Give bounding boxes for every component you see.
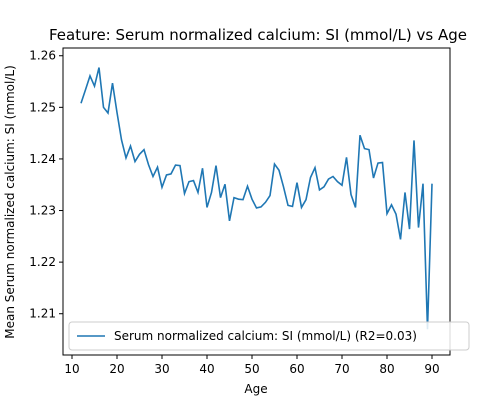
series-line	[80, 67, 433, 330]
x-axis-label: Age	[244, 382, 267, 396]
legend: Serum normalized calcium: SI (mmol/L) (R…	[68, 321, 470, 351]
y-tick-label: 1.21	[29, 307, 56, 321]
y-tick-label: 1.22	[29, 255, 56, 269]
plot-frame	[62, 47, 451, 356]
x-tick-label: 40	[199, 362, 214, 376]
y-axis: 1.21 1.22 1.23 1.24 1.25 1.26	[29, 49, 63, 321]
x-tick-label: 50	[244, 362, 259, 376]
y-axis-label: Mean Serum normalized calcium: SI (mmol/…	[3, 65, 17, 339]
x-tick-label: 70	[334, 362, 349, 376]
y-tick-label: 1.24	[29, 152, 56, 166]
legend-label: Serum normalized calcium: SI (mmol/L) (R…	[114, 329, 417, 343]
y-tick-label: 1.25	[29, 100, 56, 114]
x-tick-label: 90	[424, 362, 439, 376]
y-tick-label: 1.23	[29, 204, 56, 218]
y-tick-label: 1.26	[29, 49, 56, 63]
x-tick-label: 20	[109, 362, 124, 376]
x-tick-label: 10	[64, 362, 79, 376]
x-tick-label: 80	[379, 362, 394, 376]
x-axis: 10 20 30 40 50 60 70 80 90	[64, 355, 440, 376]
chart-title: Feature: Serum normalized calcium: SI (m…	[49, 26, 467, 44]
legend-box	[68, 321, 470, 351]
x-tick-label: 60	[289, 362, 304, 376]
x-tick-label: 30	[154, 362, 169, 376]
